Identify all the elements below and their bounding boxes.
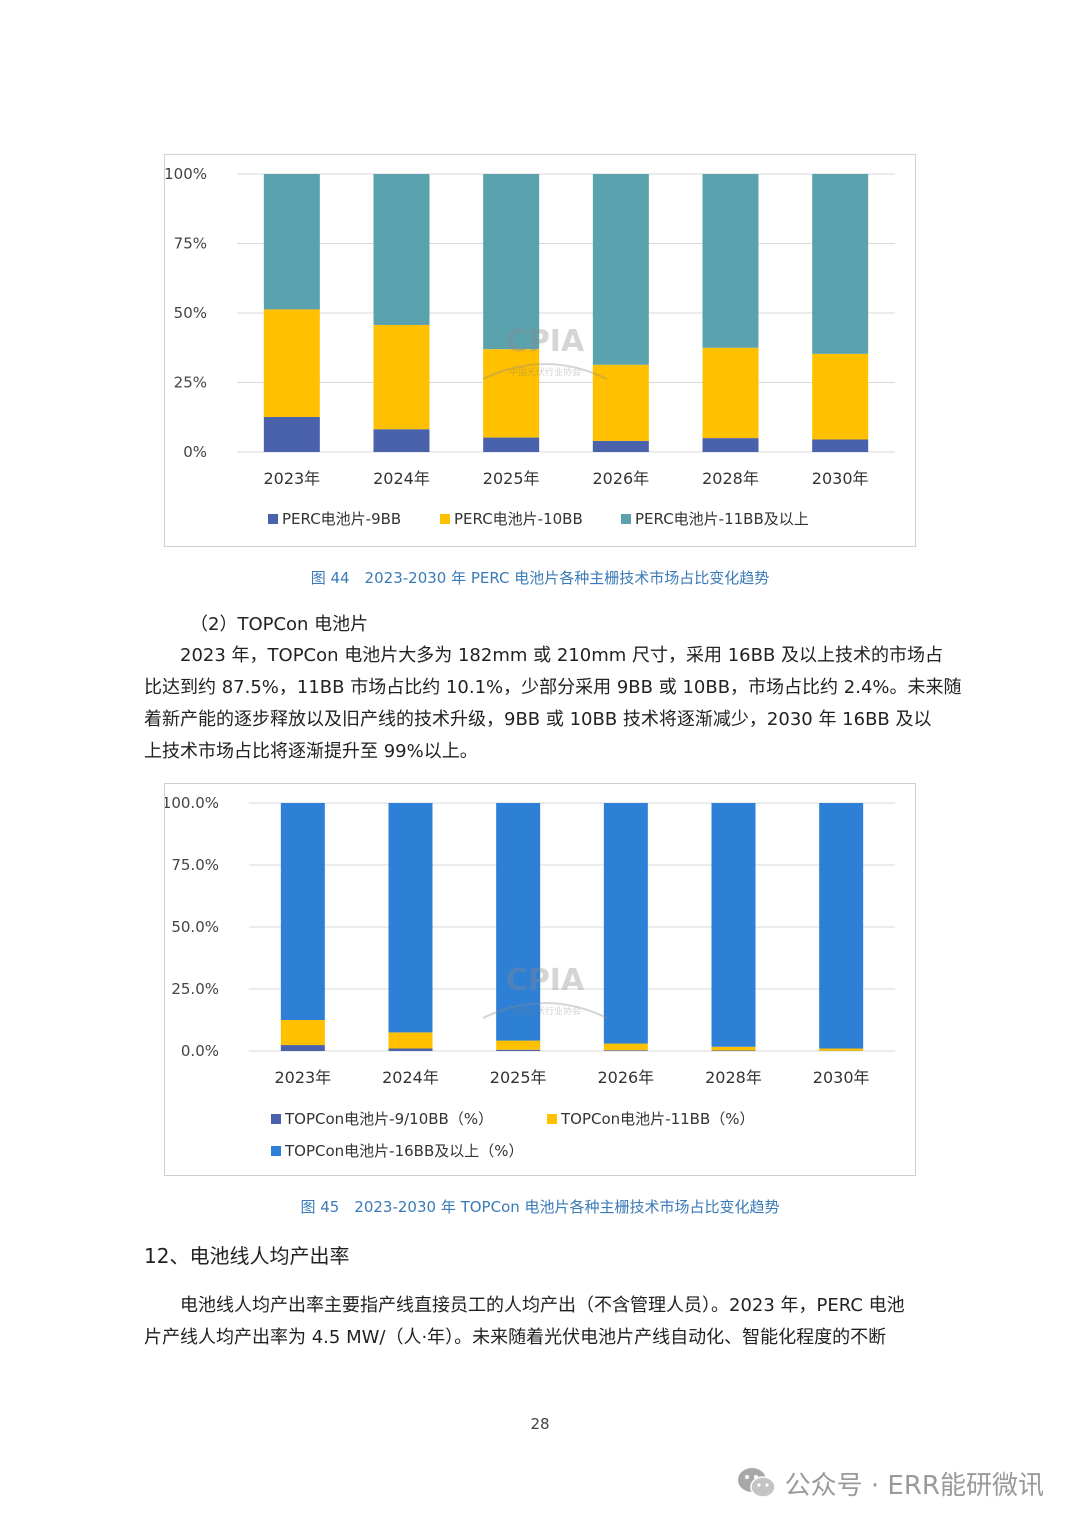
bar-segment	[388, 1032, 433, 1049]
paragraph-line: 电池线人均产出率主要指产线直接员工的人均产出（不含管理人员）。2023 年，PE…	[144, 1295, 905, 1316]
bar-segment	[496, 803, 541, 1041]
x-category-label: 2023年	[274, 1068, 331, 1087]
paragraph-line: 着新产能的逐步释放以及旧产线的技术升级，9BB 或 10BB 技术将逐渐减少，2…	[144, 709, 932, 730]
cpia-watermark: CPIA 中国光伏行业协会	[482, 324, 608, 380]
x-category-label: 2024年	[373, 469, 430, 488]
x-category-label: 2025年	[483, 469, 540, 488]
x-category-label: 2024年	[382, 1068, 439, 1087]
legend-swatch	[271, 1114, 281, 1124]
y-tick-label: 0%	[183, 443, 207, 461]
legend-swatch	[440, 514, 450, 524]
output-rate-paragraph: 电池线人均产出率主要指产线直接员工的人均产出（不含管理人员）。2023 年，PE…	[144, 1290, 940, 1354]
legend-swatch	[547, 1114, 557, 1124]
legend-label: TOPCon电池片-11BB（%）	[560, 1110, 755, 1128]
y-tick-label: 75.0%	[171, 856, 219, 874]
bar-segment	[812, 353, 869, 440]
bar-segment	[483, 174, 540, 350]
x-category-label: 2025年	[490, 1068, 547, 1087]
bar-segment	[483, 349, 540, 438]
y-tick-label: 100%	[165, 165, 207, 183]
legend-swatch	[268, 514, 278, 524]
x-category-label: 2030年	[813, 1068, 870, 1087]
x-category-label: 2028年	[702, 469, 759, 488]
bar-segment	[702, 438, 759, 452]
bar-segment	[263, 416, 320, 452]
bar-segment	[280, 803, 325, 1020]
figure-45-caption: 图 45 2023-2030 年 TOPCon 电池片各种主栅技术市场占比变化趋…	[300, 1198, 780, 1216]
bar-segment	[592, 174, 649, 365]
legend-label: PERC电池片-11BB及以上	[635, 510, 809, 528]
legend-label: TOPCon电池片-16BB及以上（%）	[284, 1142, 524, 1160]
bar-segment	[388, 803, 433, 1033]
bar-segment	[702, 174, 759, 348]
x-category-label: 2026年	[592, 469, 649, 488]
y-tick-label: 0.0%	[181, 1042, 219, 1060]
bar-segment	[388, 1048, 433, 1051]
x-category-label: 2030年	[812, 469, 869, 488]
y-tick-label: 75%	[174, 235, 207, 253]
bar-segment	[702, 347, 759, 439]
bar-segment	[496, 1049, 541, 1051]
x-category-label: 2026年	[597, 1068, 654, 1087]
y-tick-label: 100.0%	[165, 794, 219, 812]
cpia-watermark: CPIA 中国光伏行业协会	[482, 963, 608, 1019]
watermark-arc	[482, 363, 608, 380]
bar-segment	[373, 429, 430, 452]
perc-chart-svg: 0% 25% 50% 75% 100% 2023年 2024年 2025年 2026年 2028年…	[165, 165, 895, 528]
section-heading: 12、电池线人均产出率	[144, 1244, 350, 1268]
bar-segment	[373, 174, 430, 325]
y-tick-label: 50%	[174, 304, 207, 322]
bar-segment	[711, 1046, 756, 1051]
topcon-busbar-chart: 0.0% 25.0% 50.0% 75.0% 100.0% 2023年 2024年 2025年…	[164, 783, 916, 1176]
paragraph-line: 比达到约 87.5%，11BB 市场占比约 10.1%，少部分采用 9BB 或 …	[144, 677, 962, 698]
bar-segment	[483, 437, 540, 452]
bar-segment	[263, 174, 320, 310]
watermark-logo-text: CPIA	[506, 324, 585, 359]
page-number: 28	[530, 1415, 550, 1433]
bar-segment	[496, 1040, 541, 1050]
bar-segment	[592, 364, 649, 441]
topcon-paragraph: 2023 年，TOPCon 电池片大多为 182mm 或 210mm 尺寸，采用…	[144, 640, 962, 768]
bar-segment	[711, 803, 756, 1047]
bar-segment	[812, 174, 869, 354]
y-tick-label: 50.0%	[171, 918, 219, 936]
watermark-arc	[482, 1002, 608, 1019]
perc-busbar-chart: 0% 25% 50% 75% 100% 2023年 2024年 2025年 2026年 2028年…	[164, 154, 916, 547]
x-category-label: 2028年	[705, 1068, 762, 1087]
paragraph-line: 上技术市场占比将逐渐提升至 99%以上。	[144, 741, 478, 762]
legend-label: PERC电池片-10BB	[454, 510, 583, 528]
paragraph-line: 2023 年，TOPCon 电池片大多为 182mm 或 210mm 尺寸，采用…	[144, 645, 944, 666]
topcon-chart-svg: 0.0% 25.0% 50.0% 75.0% 100.0% 2023年 2024年 2025年…	[165, 794, 895, 1160]
bar-segment	[819, 803, 864, 1049]
x-category-label: 2023年	[263, 469, 320, 488]
wechat-icon	[737, 1468, 776, 1498]
watermark-org-text: 中国光伏行业协会	[509, 1005, 581, 1017]
topcon-subheading: （2）TOPCon 电池片	[190, 614, 369, 635]
y-tick-label: 25.0%	[171, 980, 219, 998]
bar-segment	[603, 1050, 648, 1051]
wechat-watermark: 公众号 · ERR能研微讯	[737, 1463, 1044, 1503]
watermark-logo-text: CPIA	[506, 963, 585, 998]
legend-label: TOPCon电池片-9/10BB（%）	[284, 1110, 493, 1128]
legend-swatch	[271, 1146, 281, 1156]
figure-44-caption: 图 44 2023-2030 年 PERC 电池片各种主栅技术市场占比变化趋势	[310, 569, 770, 587]
bar-segment	[373, 324, 430, 430]
paragraph-line: 片产线人均产出率为 4.5 MW/（人·年）。未来随着光伏电池片产线自动化、智能…	[144, 1327, 887, 1348]
y-tick-label: 25%	[174, 374, 207, 392]
bar-segment	[280, 1045, 325, 1051]
legend-label: PERC电池片-9BB	[282, 510, 401, 528]
legend-swatch	[621, 514, 631, 524]
bar-segment	[819, 1048, 864, 1051]
bar-segment	[592, 440, 649, 452]
wechat-label: 公众号 · ERR能研微讯	[784, 1470, 1044, 1501]
bar-segment	[280, 1020, 325, 1046]
bar-segment	[263, 309, 320, 417]
bar-segment	[812, 439, 869, 452]
watermark-org-text: 中国光伏行业协会	[509, 366, 581, 378]
bar-segment	[603, 1043, 648, 1051]
bar-segment	[603, 803, 648, 1044]
